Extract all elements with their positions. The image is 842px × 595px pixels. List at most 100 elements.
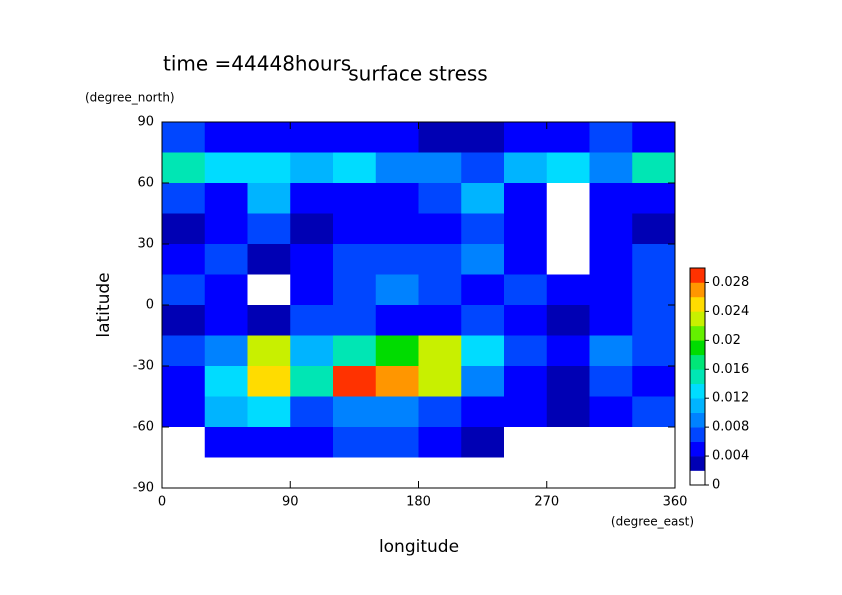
x-tick-label: 180 — [406, 495, 431, 510]
heatmap-cell — [546, 305, 590, 336]
heatmap-cell — [375, 305, 419, 336]
heatmap-cell — [418, 305, 462, 336]
heatmap-cell — [546, 427, 590, 458]
heatmap-cell — [162, 152, 206, 184]
x-tick-label: 270 — [534, 495, 559, 510]
heatmap-cell — [204, 427, 248, 458]
heatmap-cell — [290, 183, 334, 214]
heatmap-cell — [333, 427, 377, 458]
heatmap-cell — [375, 427, 419, 458]
heatmap-cell — [375, 274, 419, 306]
heatmap-cell — [461, 183, 505, 214]
heatmap-cell — [504, 335, 548, 367]
heatmap-cell — [204, 213, 248, 245]
heatmap-cell — [546, 122, 590, 153]
heatmap-cell — [546, 183, 590, 214]
heatmap-cell — [333, 213, 377, 245]
heatmap-cell — [333, 274, 377, 306]
colorbar-band — [690, 383, 705, 399]
heatmap-cell — [504, 305, 548, 336]
colorbar-band — [690, 412, 705, 428]
heatmap-cell — [247, 213, 291, 245]
heatmap-cell — [461, 457, 505, 489]
heatmap-cell — [375, 396, 419, 428]
heatmap-cell — [418, 396, 462, 428]
heatmap-cell — [204, 335, 248, 367]
heatmap-cell — [461, 244, 505, 275]
heatmap-cell — [589, 183, 633, 214]
heatmap-cell — [418, 274, 462, 306]
heatmap-cell — [632, 244, 676, 275]
heatmap-cell — [247, 335, 291, 367]
y-unit: (degree_north) — [85, 91, 175, 105]
heatmap-cell — [461, 213, 505, 245]
heatmap-cell — [375, 457, 419, 489]
heatmap-cell — [461, 274, 505, 306]
heatmap-cell — [204, 396, 248, 428]
heatmap-cell — [290, 457, 334, 489]
colorbar-band — [690, 354, 705, 370]
heatmap-cell — [546, 457, 590, 489]
colorbar-band — [690, 470, 705, 486]
heatmap-cell — [375, 213, 419, 245]
heatmap-cell — [418, 122, 462, 153]
heatmap-cell — [247, 152, 291, 184]
heatmap-cell — [418, 457, 462, 489]
heatmap-cell — [162, 366, 206, 397]
heatmap-cell — [333, 305, 377, 336]
heatmap-cell — [290, 396, 334, 428]
heatmap-cell — [375, 366, 419, 397]
heatmap-cell — [504, 152, 548, 184]
x-axis-label: longitude — [379, 537, 459, 557]
heatmap-cell — [375, 152, 419, 184]
colorbar-tick-label: 0.012 — [712, 391, 749, 406]
heatmap-cell — [632, 152, 676, 184]
y-tick-label: -60 — [133, 420, 154, 435]
heatmap-cell — [162, 244, 206, 275]
heatmap-cell — [504, 122, 548, 153]
heatmap-cell — [546, 396, 590, 428]
heatmap-cell — [589, 152, 633, 184]
heatmap-cell — [546, 213, 590, 245]
heatmap-cell — [418, 427, 462, 458]
heatmap-cell — [632, 183, 676, 214]
heatmap-cell — [632, 213, 676, 245]
colorbar-band — [690, 398, 705, 413]
heatmap-cells — [162, 122, 676, 489]
colorbar-band — [690, 369, 705, 385]
heatmap-cell — [204, 274, 248, 306]
heatmap-cell — [504, 274, 548, 306]
heatmap-cell — [589, 427, 633, 458]
colorbar-band — [690, 325, 705, 341]
heatmap-cell — [504, 213, 548, 245]
heatmap-cell — [461, 427, 505, 458]
heatmap-cell — [162, 274, 206, 306]
heatmap-cell — [247, 122, 291, 153]
heatmap-cell — [290, 274, 334, 306]
heatmap-cell — [162, 213, 206, 245]
heatmap-cell — [247, 396, 291, 428]
heatmap-cell — [162, 305, 206, 336]
heatmap-cell — [632, 122, 676, 153]
heatmap-cell — [162, 457, 206, 489]
colorbar-tick-label: 0.028 — [712, 275, 749, 290]
heatmap-cell — [333, 152, 377, 184]
x-tick-label: 0 — [158, 495, 166, 510]
heatmap-cell — [418, 183, 462, 214]
heatmap-cell — [546, 335, 590, 367]
heatmap-cell — [204, 305, 248, 336]
heatmap-cell — [589, 457, 633, 489]
heatmap-cell — [333, 244, 377, 275]
colorbar-band — [690, 296, 705, 312]
heatmap-cell — [204, 183, 248, 214]
y-tick-label: -30 — [133, 359, 154, 374]
heatmap-cell — [375, 183, 419, 214]
heatmap-cell — [247, 457, 291, 489]
subtitle: time =44448hours — [163, 52, 351, 76]
heatmap-cell — [204, 244, 248, 275]
heatmap-cell — [461, 152, 505, 184]
y-tick-label: 60 — [137, 176, 154, 191]
heatmap-cell — [333, 457, 377, 489]
heatmap-cell — [290, 335, 334, 367]
